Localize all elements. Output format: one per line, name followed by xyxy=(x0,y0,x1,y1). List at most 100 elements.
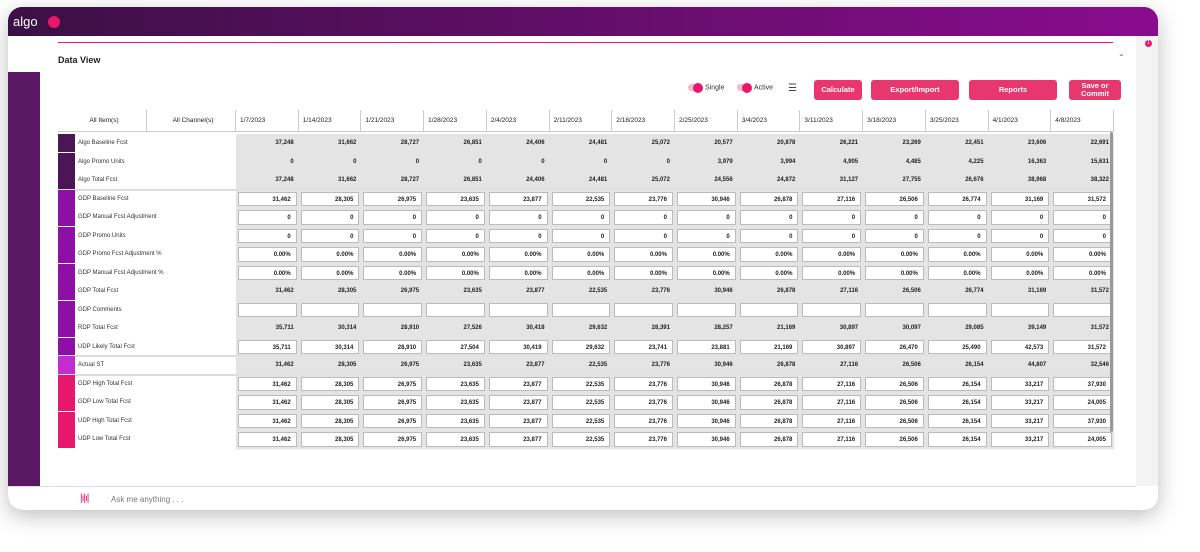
input-cell[interactable]: 0.00% xyxy=(614,247,673,262)
input-cell[interactable]: 27,116 xyxy=(802,413,862,428)
column-header[interactable]: 4/1/2023 xyxy=(988,110,1052,132)
input-cell[interactable]: 28,305 xyxy=(300,376,360,391)
input-cell[interactable]: 0 xyxy=(739,210,799,225)
input-cell[interactable]: 0.00% xyxy=(865,265,924,280)
button[interactable]: Reports xyxy=(969,80,1057,100)
input-cell[interactable]: 33,217 xyxy=(990,376,1050,391)
input-cell[interactable]: 26,506 xyxy=(865,191,924,206)
input-cell[interactable]: 0 xyxy=(1053,210,1112,225)
sidebar-icon[interactable] xyxy=(8,36,40,72)
input-cell[interactable]: 0 xyxy=(739,228,799,243)
column-header[interactable]: 1/28/2023 xyxy=(424,110,487,132)
input-cell[interactable]: 23,881 xyxy=(677,339,736,354)
input-cell[interactable] xyxy=(238,302,297,317)
input-cell[interactable]: 23,776 xyxy=(614,395,673,410)
input-cell[interactable]: 31,572 xyxy=(1053,191,1112,206)
input-cell[interactable]: 26,506 xyxy=(865,395,924,410)
input-cell[interactable]: 31,462 xyxy=(238,395,297,410)
filter-dropdown[interactable]: All Channel(s) xyxy=(147,110,236,132)
input-cell[interactable]: 28,305 xyxy=(300,432,360,447)
voice-icon[interactable]: |ı|ı| xyxy=(80,493,89,504)
column-header[interactable]: 2/18/2023 xyxy=(612,110,675,132)
input-cell[interactable]: 0 xyxy=(238,210,297,225)
input-cell[interactable]: 0 xyxy=(802,228,862,243)
input-cell[interactable]: 23,877 xyxy=(488,395,548,410)
input-cell[interactable]: 0.00% xyxy=(488,247,548,262)
input-cell[interactable] xyxy=(488,302,548,317)
input-cell[interactable]: 0.00% xyxy=(551,265,611,280)
input-cell[interactable]: 0 xyxy=(551,228,611,243)
input-cell[interactable]: 0.00% xyxy=(363,265,423,280)
input-cell[interactable]: 0 xyxy=(927,228,987,243)
input-cell[interactable]: 25,490 xyxy=(927,339,987,354)
column-header[interactable]: 2/4/2023 xyxy=(486,110,550,132)
input-cell[interactable] xyxy=(551,302,611,317)
input-cell[interactable]: 26,878 xyxy=(739,413,799,428)
input-cell[interactable] xyxy=(1053,302,1112,317)
input-cell[interactable]: 33,217 xyxy=(990,432,1050,447)
input-cell[interactable]: 31,169 xyxy=(990,191,1050,206)
input-cell[interactable]: 0 xyxy=(865,228,924,243)
input-cell[interactable]: 0 xyxy=(802,210,862,225)
input-cell[interactable]: 26,506 xyxy=(865,413,924,428)
input-cell[interactable]: 26,878 xyxy=(739,376,799,391)
input-cell[interactable]: 23,776 xyxy=(614,376,673,391)
input-cell[interactable]: 0 xyxy=(363,228,423,243)
input-cell[interactable]: 30,946 xyxy=(677,395,736,410)
input-cell[interactable]: 30,946 xyxy=(677,191,736,206)
input-cell[interactable]: 0.00% xyxy=(614,265,673,280)
input-cell[interactable]: 37,930 xyxy=(1053,376,1112,391)
input-cell[interactable]: 26,154 xyxy=(927,432,987,447)
input-cell[interactable]: 31,462 xyxy=(238,432,297,447)
input-cell[interactable]: 23,635 xyxy=(426,432,485,447)
input-cell[interactable]: 35,711 xyxy=(238,339,297,354)
input-cell[interactable]: 26,506 xyxy=(865,432,924,447)
input-cell[interactable]: 37,930 xyxy=(1053,413,1112,428)
input-cell[interactable]: 26,154 xyxy=(927,395,987,410)
input-cell[interactable]: 27,116 xyxy=(802,191,862,206)
input-cell[interactable]: 0 xyxy=(488,210,548,225)
collapse-icon[interactable]: ⌃ xyxy=(1118,53,1125,62)
input-cell[interactable]: 0.00% xyxy=(426,265,485,280)
input-cell[interactable]: 0.00% xyxy=(426,247,485,262)
input-cell[interactable]: 0 xyxy=(927,210,987,225)
notification-badge[interactable]: 1 xyxy=(1145,40,1152,47)
input-cell[interactable]: 26,470 xyxy=(865,339,924,354)
input-cell[interactable]: 22,535 xyxy=(551,395,611,410)
input-cell[interactable]: 27,116 xyxy=(802,395,862,410)
input-cell[interactable]: 22,535 xyxy=(551,376,611,391)
input-cell[interactable]: 23,776 xyxy=(614,413,673,428)
input-cell[interactable]: 23,877 xyxy=(488,376,548,391)
input-cell[interactable]: 29,632 xyxy=(551,339,611,354)
input-cell[interactable]: 23,635 xyxy=(426,191,485,206)
input-cell[interactable]: 23,776 xyxy=(614,191,673,206)
input-cell[interactable]: 0 xyxy=(614,228,673,243)
input-cell[interactable] xyxy=(927,302,987,317)
input-cell[interactable]: 0.00% xyxy=(802,265,862,280)
input-cell[interactable]: 28,305 xyxy=(300,413,360,428)
input-cell[interactable]: 0.00% xyxy=(238,265,297,280)
input-cell[interactable]: 31,462 xyxy=(238,191,297,206)
input-cell[interactable] xyxy=(614,302,673,317)
input-cell[interactable]: 28,305 xyxy=(300,191,360,206)
column-header[interactable]: 3/11/2023 xyxy=(800,110,864,132)
input-cell[interactable]: 0 xyxy=(426,210,485,225)
input-cell[interactable]: 30,314 xyxy=(300,339,360,354)
input-cell[interactable]: 0.00% xyxy=(739,247,799,262)
expand-button[interactable] xyxy=(48,16,60,28)
input-cell[interactable]: 30,419 xyxy=(488,339,548,354)
input-cell[interactable] xyxy=(363,302,423,317)
input-cell[interactable]: 0 xyxy=(426,228,485,243)
input-cell[interactable]: 26,774 xyxy=(927,191,987,206)
input-cell[interactable]: 22,535 xyxy=(551,432,611,447)
input-cell[interactable]: 0.00% xyxy=(1053,247,1112,262)
input-cell[interactable]: 0 xyxy=(865,210,924,225)
input-cell[interactable]: 24,005 xyxy=(1053,395,1112,410)
input-cell[interactable]: 26,975 xyxy=(363,376,423,391)
input-cell[interactable]: 26,975 xyxy=(363,395,423,410)
input-cell[interactable]: 28,910 xyxy=(363,339,423,354)
input-cell[interactable]: 28,305 xyxy=(300,395,360,410)
input-cell[interactable]: 42,573 xyxy=(990,339,1050,354)
toggle[interactable]: Active xyxy=(737,82,773,93)
input-cell[interactable]: 0.00% xyxy=(238,247,297,262)
